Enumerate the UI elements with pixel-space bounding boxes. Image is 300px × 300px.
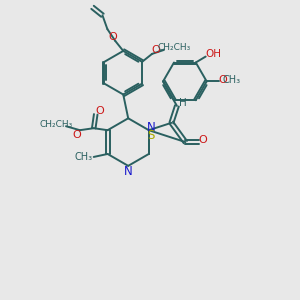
- Text: O: O: [108, 32, 117, 42]
- Text: N: N: [146, 121, 155, 134]
- Text: OH: OH: [206, 49, 222, 58]
- Text: O: O: [152, 45, 160, 55]
- Text: CH₂CH₃: CH₂CH₃: [40, 120, 73, 129]
- Text: O: O: [199, 135, 208, 145]
- Text: O: O: [95, 106, 104, 116]
- Text: CH₃: CH₃: [75, 152, 93, 162]
- Text: O: O: [73, 130, 81, 140]
- Text: N: N: [124, 165, 133, 178]
- Text: S: S: [147, 129, 154, 142]
- Text: CH₃: CH₃: [222, 75, 241, 85]
- Text: CH₂CH₃: CH₂CH₃: [157, 44, 190, 52]
- Text: H: H: [179, 98, 187, 108]
- Text: O: O: [218, 75, 227, 85]
